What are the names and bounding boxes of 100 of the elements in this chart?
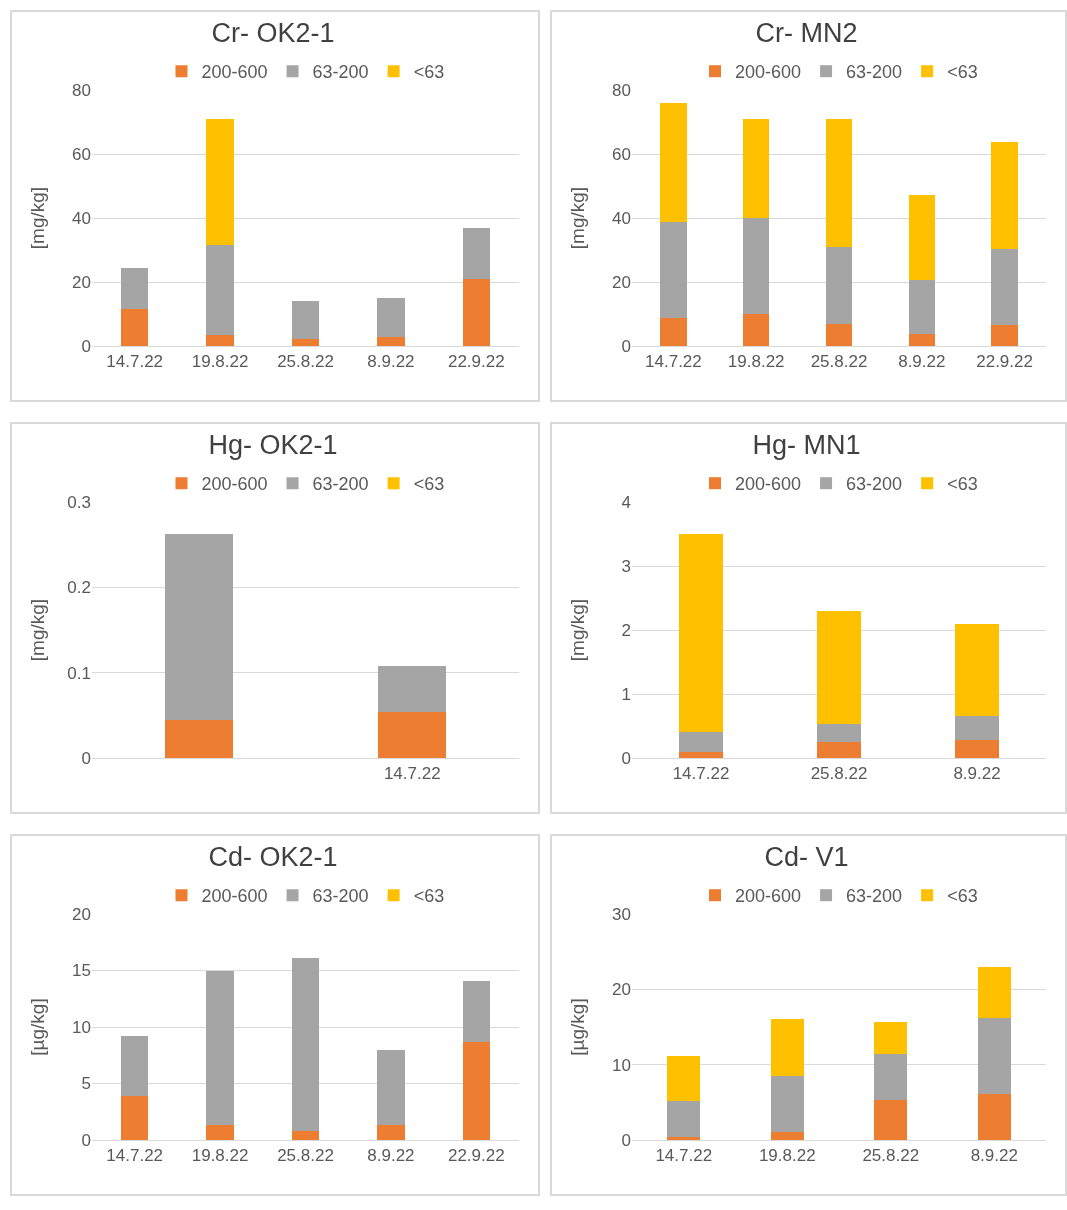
bar: [908, 333, 936, 346]
bar: [660, 222, 687, 319]
y-axis-title: [mg/kg]: [27, 598, 48, 662]
x-tick-label: 25.8.22: [862, 1146, 920, 1166]
bar: [121, 1095, 149, 1140]
bar: [667, 1100, 701, 1137]
y-axis-title: [mg/kg]: [567, 186, 588, 250]
x-tick-label: 8.9.22: [953, 764, 1001, 784]
bar: [825, 119, 853, 248]
bar: [660, 318, 687, 346]
y-tick-label: 1: [621, 684, 631, 704]
legend-label: 63-200: [846, 886, 903, 907]
x-tick-label: 14.7.22: [106, 352, 164, 372]
chart-title: Hg- OK2-1: [208, 430, 338, 461]
chart-title: Cr- MN2: [755, 18, 858, 49]
bar: [378, 711, 447, 758]
bar: [742, 314, 770, 346]
bar: [667, 1056, 701, 1101]
bar: [206, 119, 234, 245]
y-tick-label: 3: [621, 556, 631, 576]
x-tick-label: 14.7.22: [672, 764, 730, 784]
legend-label: <63: [947, 886, 978, 907]
bar: [874, 1021, 908, 1055]
bar: [291, 300, 320, 339]
y-axis-title: [mg/kg]: [27, 186, 48, 250]
bar: [462, 227, 490, 280]
bar: [377, 1049, 405, 1126]
bar: [121, 1036, 149, 1096]
bar: [377, 298, 405, 338]
legend-label: 200-600: [201, 62, 268, 83]
x-tick-label: 19.8.22: [191, 1146, 249, 1166]
y-tick-label: 20: [72, 272, 91, 292]
y-tick-label: 80: [72, 80, 91, 100]
bar: [825, 247, 853, 324]
bar: [291, 338, 320, 346]
y-tick-label: 0: [621, 336, 631, 356]
bar: [991, 249, 1018, 325]
y-tick-label: 10: [72, 1017, 91, 1037]
chart-title: Cd- V1: [764, 841, 849, 872]
bar: [954, 716, 1000, 741]
y-axis-title: [µg/kg]: [27, 998, 48, 1056]
bar: [977, 966, 1011, 1018]
bar: [291, 958, 320, 1131]
y-tick-label: 0: [81, 748, 91, 768]
bar: [378, 665, 447, 712]
legend-label: <63: [413, 886, 445, 907]
x-tick-label: 14.7.22: [645, 352, 702, 372]
y-tick-label: 60: [612, 144, 631, 164]
bar: [462, 279, 490, 346]
bar: [164, 719, 233, 758]
y-tick-label: 0: [621, 1130, 631, 1150]
x-tick-label: 19.8.22: [727, 352, 785, 372]
bar: [991, 324, 1018, 346]
x-tick-label: 19.8.22: [191, 352, 249, 372]
bar: [742, 119, 770, 219]
legend-label: 200-600: [735, 62, 802, 83]
y-tick-label: 20: [612, 272, 631, 292]
legend-label: 63-200: [312, 62, 369, 83]
bar: [667, 1136, 701, 1140]
bar: [678, 752, 724, 758]
bar: [377, 337, 405, 346]
bar: [291, 1130, 320, 1140]
bar: [825, 323, 853, 346]
bar: [121, 267, 149, 310]
x-tick-label: 25.8.22: [810, 764, 868, 784]
x-tick-label: 22.9.22: [447, 352, 505, 372]
bar: [816, 742, 862, 758]
y-tick-label: 0: [81, 1130, 91, 1150]
y-tick-label: 40: [72, 208, 91, 228]
legend-label: <63: [947, 62, 978, 83]
y-axis-title: [µg/kg]: [567, 998, 588, 1056]
y-tick-label: 15: [72, 961, 91, 981]
y-tick-label: 30: [612, 904, 631, 924]
x-tick-label: 22.9.22: [976, 352, 1033, 372]
bar: [206, 1125, 234, 1140]
bar: [164, 533, 233, 720]
bar: [908, 280, 936, 334]
y-tick-label: 2: [621, 620, 631, 640]
chart-title: Cd- OK2-1: [208, 841, 338, 872]
bar: [660, 103, 687, 223]
legend-label: 200-600: [201, 886, 268, 907]
x-tick-label: 8.9.22: [367, 352, 415, 372]
x-tick-label: 14.7.22: [106, 1146, 164, 1166]
x-tick-label: 25.8.22: [277, 352, 334, 372]
bar: [206, 335, 234, 346]
bar: [462, 980, 490, 1042]
y-tick-label: 80: [612, 80, 631, 100]
legend-label: <63: [947, 474, 978, 495]
x-tick-label: 8.9.22: [367, 1146, 415, 1166]
bar: [206, 970, 234, 1126]
y-tick-label: 0.3: [67, 492, 91, 512]
y-tick-label: 10: [612, 1055, 631, 1075]
x-tick-label: 25.8.22: [277, 1146, 334, 1166]
x-tick-label: 22.9.22: [447, 1146, 505, 1166]
y-tick-label: 60: [72, 144, 91, 164]
bar: [816, 610, 862, 725]
y-tick-label: 0: [621, 748, 631, 768]
chart-title: Cr- OK2-1: [211, 18, 335, 49]
y-tick-label: 4: [621, 492, 631, 512]
legend-label: <63: [413, 474, 445, 495]
